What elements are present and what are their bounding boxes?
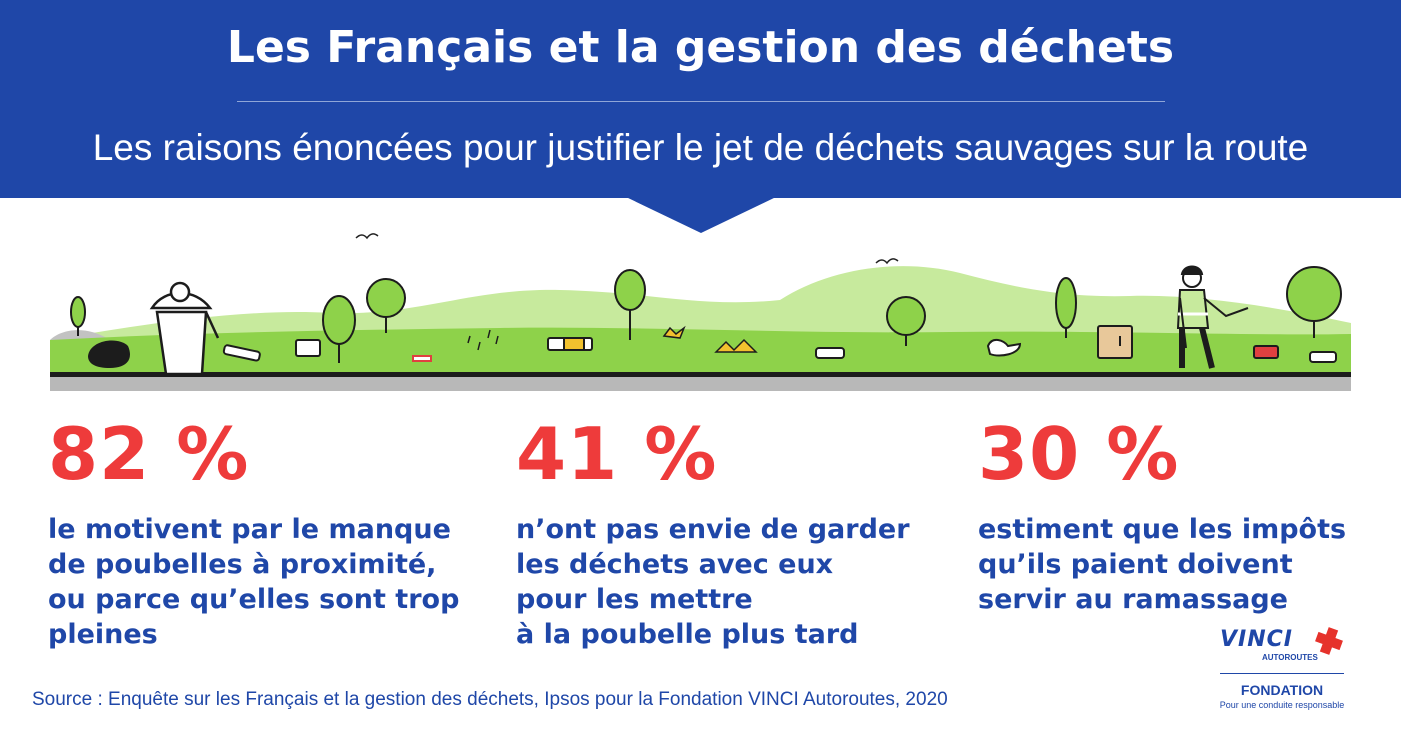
banner-pointer [626,197,776,233]
cigarette-icon [412,355,432,362]
stat-percentage: 82 % [48,412,250,496]
tree-icon [70,296,86,336]
vinci-logo: VINCI AUTOROUTES FONDATION Pour une cond… [1212,624,1352,714]
tree-icon [1286,266,1342,338]
road [50,377,1351,391]
bottle-icon [1309,351,1337,363]
logo-tagline: Pour une conduite responsable [1219,700,1345,710]
tree-icon [886,296,926,346]
page-subtitle: Les raisons énoncées pour justifier le j… [92,127,1309,168]
stat-block: 82 % le motivent par le manque de poubel… [48,414,478,652]
title-divider [237,101,1165,102]
road-edge [50,372,1351,377]
logo-foundation: FONDATION [1240,682,1324,698]
tree-icon [1055,277,1077,338]
stat-description: le motivent par le manque de poubelles à… [48,514,460,650]
stat-block: 30 % estiment que les impôts qu’ils paie… [978,414,1388,617]
header-banner [0,0,1401,198]
road-worker-icon [1176,265,1249,369]
can-icon [1253,345,1279,359]
source-note: Source : Enquête sur les Français et la … [32,689,948,710]
bottle-icon [815,347,845,359]
plastic-bag-icon [986,339,1022,357]
banana-peel-icon [714,338,758,353]
seedlings-icon [467,329,499,351]
roadside-illustration [50,233,1351,391]
tree-icon [366,278,406,333]
tree-icon [322,295,356,363]
cardboard-box-icon [1097,325,1133,359]
bottle-icon [222,344,261,362]
banana-peel-icon [662,325,686,339]
logo-divider [1220,673,1344,674]
stat-description: estiment que les impôts qu’ils paient do… [978,514,1347,615]
grass-field [50,327,1351,372]
can-icon [295,339,321,357]
cross-logo-icon [1315,627,1343,655]
battery-icon [547,337,593,351]
stat-description: n’ont pas envie de garder les déchets av… [516,514,910,650]
bird-icon [875,258,899,265]
page-title: Les Français et la gestion des déchets [226,22,1175,73]
stat-percentage: 41 % [516,412,718,496]
stat-block: 41 % n’ont pas envie de garder les déche… [516,414,946,652]
logo-division: AUTOROUTES [1262,653,1318,662]
bird-icon [355,233,379,240]
grey-mound [50,330,110,340]
garbage-bag-icon [88,340,130,368]
trash-bin-icon [149,281,220,376]
logo-brand: VINCI [1220,627,1293,652]
stat-percentage: 30 % [978,412,1180,496]
tree-icon [614,269,646,340]
